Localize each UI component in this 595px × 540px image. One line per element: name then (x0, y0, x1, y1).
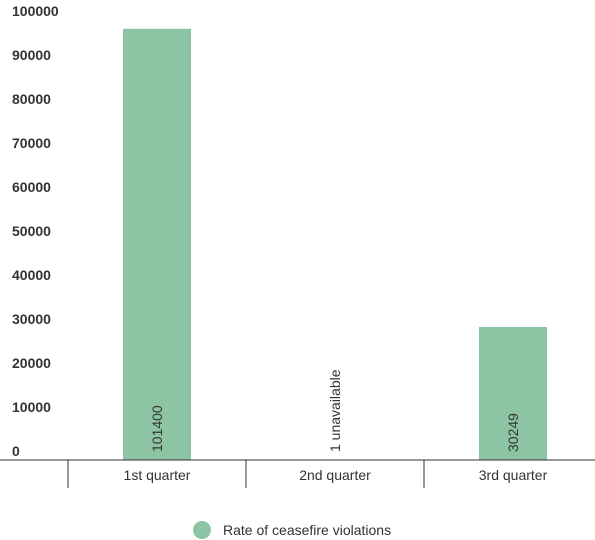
y-tick-label: 80000 (12, 91, 51, 107)
y-tick-label: 50000 (12, 223, 51, 239)
bar (123, 28, 191, 461)
legend: Rate of ceasefire violations (193, 521, 391, 539)
y-tick-label: 40000 (12, 267, 51, 283)
y-tick-label: 100000 (12, 3, 59, 19)
y-axis-ticks: 0 10000 20000 30000 40000 50000 60000 70000 8000… (12, 3, 59, 459)
data-label: 30249 (505, 413, 521, 452)
data-label: 1 unavailable (327, 369, 343, 452)
y-tick-label: 30000 (12, 311, 51, 327)
legend-label: Rate of ceasefire violations (223, 522, 391, 538)
x-category-label: 1st quarter (124, 467, 191, 483)
y-tick-label: 20000 (12, 355, 51, 371)
y-tick-label: 70000 (12, 135, 51, 151)
data-label: 101400 (149, 405, 165, 452)
y-tick-label: 60000 (12, 179, 51, 195)
data-labels: 101400 1 unavailable 30249 (149, 369, 521, 452)
y-tick-label: 10000 (12, 399, 51, 415)
x-axis: 1st quarter 2nd quarter 3rd quarter (0, 459, 595, 488)
bar (479, 326, 547, 460)
y-tick-label: 90000 (12, 47, 51, 63)
bars (123, 28, 547, 461)
x-category-label: 3rd quarter (479, 467, 548, 483)
legend-swatch (193, 521, 211, 539)
y-tick-label: 0 (12, 443, 20, 459)
x-category-label: 2nd quarter (299, 467, 371, 483)
